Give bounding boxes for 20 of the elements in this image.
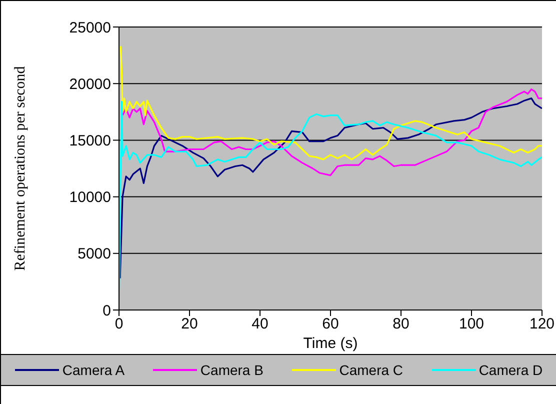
y-tick-label: 20000: [69, 76, 111, 93]
y-axis-title: Refinement operations per second: [12, 66, 28, 271]
y-tick-label: 25000: [69, 19, 111, 36]
y-tick-label: 10000: [69, 189, 111, 206]
x-tick-label: 80: [392, 316, 410, 333]
x-tick-label: 120: [529, 316, 555, 333]
y-tick-label: 5000: [78, 246, 111, 263]
legend-label: Camera B: [199, 362, 264, 378]
x-tick-label: 100: [458, 316, 484, 333]
line-series: [122, 88, 542, 176]
legend-label: Camera D: [478, 362, 543, 378]
x-axis-title: Time (s): [303, 335, 358, 352]
y-tick-label: 15000: [69, 132, 111, 150]
x-tick-label: 20: [181, 316, 198, 333]
legend-label: Camera A: [61, 362, 125, 378]
y-tick-label: 0: [102, 302, 111, 320]
legend-label: Camera C: [338, 362, 404, 378]
x-tick-label: 60: [322, 316, 339, 333]
x-tick-label: 40: [252, 316, 268, 333]
x-tick-label: 0: [114, 316, 124, 333]
